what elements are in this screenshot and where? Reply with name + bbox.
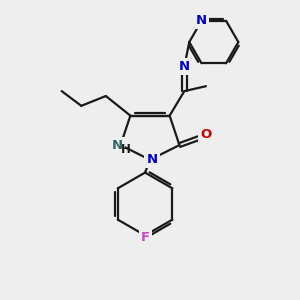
Text: O: O xyxy=(200,128,211,141)
Text: N: N xyxy=(196,14,207,27)
Text: N: N xyxy=(112,139,123,152)
Text: N: N xyxy=(179,60,190,73)
Text: N: N xyxy=(146,153,158,166)
Text: H: H xyxy=(121,143,130,157)
Text: F: F xyxy=(140,231,150,244)
